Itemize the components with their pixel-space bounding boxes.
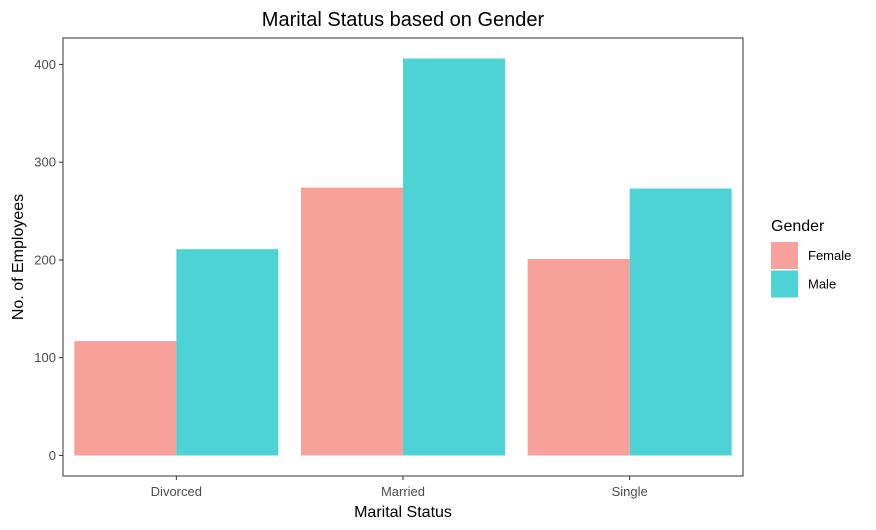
x-tick-label-married: Married [381, 484, 425, 499]
y-axis-title: No. of Employees [10, 194, 27, 320]
bars-group [74, 58, 732, 456]
bar-married-male [403, 58, 505, 456]
x-axis-title: Marital Status [354, 504, 452, 521]
bar-married-female [301, 187, 403, 456]
y-tick-label: 0 [49, 448, 56, 463]
y-tick-label: 300 [34, 155, 56, 170]
y-tick-label: 200 [34, 252, 56, 267]
legend-label-male: Male [808, 277, 836, 292]
legend-label-female: Female [808, 248, 851, 263]
x-axis: Divorced Married Single [151, 476, 648, 499]
y-tick-label: 400 [34, 57, 56, 72]
legend-swatch-male [771, 270, 798, 298]
legend-title: Gender [771, 218, 825, 235]
x-tick-label-divorced: Divorced [151, 484, 202, 499]
x-tick-label-single: Single [612, 484, 648, 499]
bar-single-male [629, 188, 732, 456]
bar-single-female [527, 258, 630, 456]
bar-divorced-male [176, 249, 279, 456]
legend: Gender Female Male [771, 218, 851, 298]
y-axis: 0 100 200 300 400 [34, 57, 63, 463]
legend-swatch-female [771, 242, 798, 269]
bar-divorced-female [74, 341, 177, 456]
chart-title: Marital Status based on Gender [262, 9, 545, 31]
y-tick-label: 100 [34, 350, 56, 365]
